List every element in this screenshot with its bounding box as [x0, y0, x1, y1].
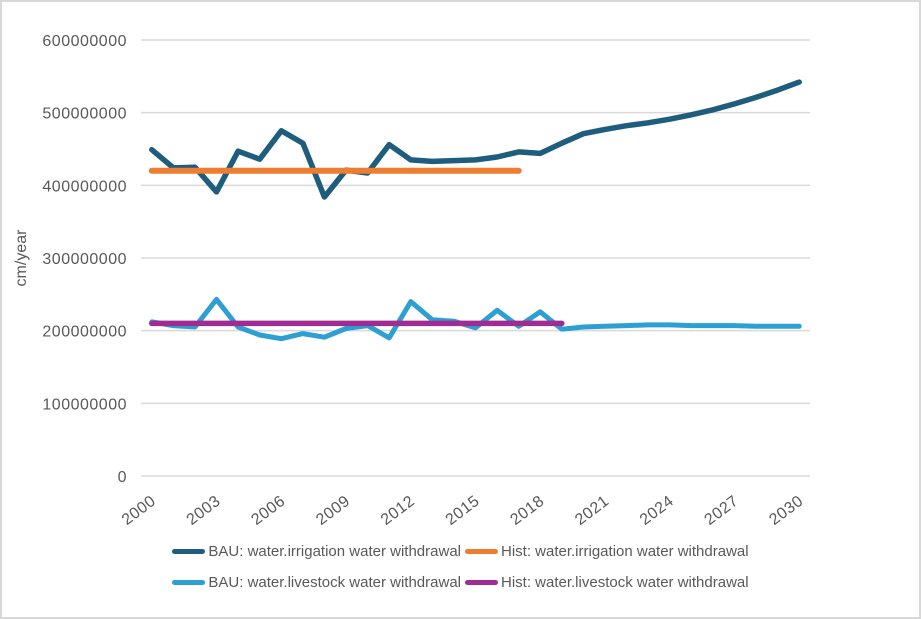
- x-tick-label: 2012: [378, 493, 418, 529]
- y-tick-label: 400000000: [42, 178, 127, 195]
- legend: BAU: water.irrigation water withdrawal H…: [2, 543, 919, 591]
- x-tick-label: 2003: [184, 493, 224, 529]
- legend-item-bau-irrigation: BAU: water.irrigation water withdrawal: [172, 543, 461, 560]
- legend-swatch-bau-livestock: [172, 580, 206, 585]
- x-tick-label: 2024: [637, 493, 677, 529]
- x-tick-label: 2006: [248, 493, 288, 529]
- y-tick-label: 600000000: [42, 33, 127, 50]
- x-tick-label: 2018: [507, 493, 547, 529]
- legend-label: Hist: water.irrigation water withdrawal: [501, 543, 749, 560]
- y-tick-label: 500000000: [42, 106, 127, 123]
- legend-swatch-hist-livestock: [465, 580, 498, 585]
- legend-row: BAU: water.irrigation water withdrawal H…: [172, 543, 749, 560]
- legend-label: BAU: water.livestock water withdrawal: [208, 574, 461, 591]
- legend-item-hist-livestock: Hist: water.livestock water withdrawal: [465, 574, 749, 591]
- x-tick-label: 2000: [119, 493, 159, 529]
- chart-plot-area: 600000000 500000000 400000000 300000000 2000…: [42, 33, 810, 529]
- legend-item-bau-livestock: BAU: water.livestock water withdrawal: [172, 574, 461, 591]
- x-tick-label: 2015: [443, 493, 483, 529]
- legend-row: BAU: water.livestock water withdrawal Hi…: [172, 574, 749, 591]
- x-tick-label: 2021: [572, 493, 612, 529]
- series-line-2: [149, 296, 802, 342]
- y-tick-label: 200000000: [42, 324, 127, 341]
- x-tick-label: 2030: [766, 493, 806, 529]
- legend-item-hist-irrigation: Hist: water.irrigation water withdrawal: [465, 543, 749, 560]
- legend-swatch-hist-irrigation: [465, 549, 498, 554]
- x-tick-label: 2027: [702, 493, 742, 529]
- legend-label: Hist: water.livestock water withdrawal: [501, 574, 749, 591]
- y-tick-label: 100000000: [42, 396, 127, 413]
- y-tick-label: 300000000: [42, 251, 127, 268]
- y-tick-label: 0: [118, 469, 127, 486]
- legend-swatch-bau-irrigation: [172, 549, 206, 554]
- legend-label: BAU: water.irrigation water withdrawal: [208, 543, 461, 560]
- series-line-0: [149, 79, 802, 200]
- x-tick-label: 2009: [313, 493, 353, 529]
- y-axis-title: cm/year: [13, 229, 30, 287]
